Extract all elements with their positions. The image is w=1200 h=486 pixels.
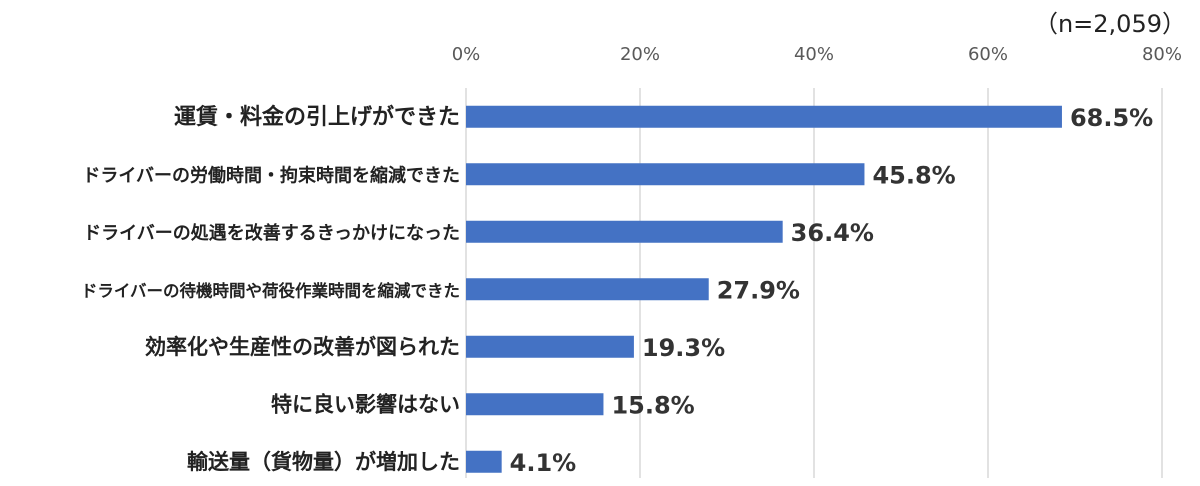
category-label: ドライバーの労働時間・拘束時間を縮減できた xyxy=(82,164,460,186)
sample-size-note: （n=2,059） xyxy=(1033,10,1186,38)
category-label: 効率化や生産性の改善が図られた xyxy=(145,335,460,359)
value-label: 45.8% xyxy=(872,161,955,189)
x-tick-label: 20% xyxy=(620,44,660,65)
category-label: 特に良い影響はない xyxy=(271,392,460,416)
bar xyxy=(466,278,709,301)
bar xyxy=(466,163,865,186)
category-label: 運賃・料金の引上げができた xyxy=(174,104,460,130)
bar xyxy=(466,335,634,358)
value-label: 36.4% xyxy=(791,219,874,247)
category-label: ドライバーの処遇を改善するきっかけになった xyxy=(83,222,460,244)
value-label: 4.1% xyxy=(510,449,577,477)
value-label: 15.8% xyxy=(611,391,694,419)
category-label: ドライバーの待機時間や荷役作業時間を縮減できた xyxy=(81,280,460,300)
category-label: 輸送量（貨物量）が増加した xyxy=(187,450,460,474)
x-tick-label: 80% xyxy=(1142,44,1182,65)
bar xyxy=(466,105,1062,128)
bar xyxy=(466,450,502,473)
value-label: 68.5% xyxy=(1070,104,1153,132)
bar xyxy=(466,393,604,416)
x-tick-label: 60% xyxy=(968,44,1008,65)
value-label: 19.3% xyxy=(642,334,725,362)
bar xyxy=(466,220,783,243)
x-tick-label: 40% xyxy=(794,44,834,65)
value-label: 27.9% xyxy=(717,276,800,304)
x-tick-label: 0% xyxy=(452,44,481,65)
